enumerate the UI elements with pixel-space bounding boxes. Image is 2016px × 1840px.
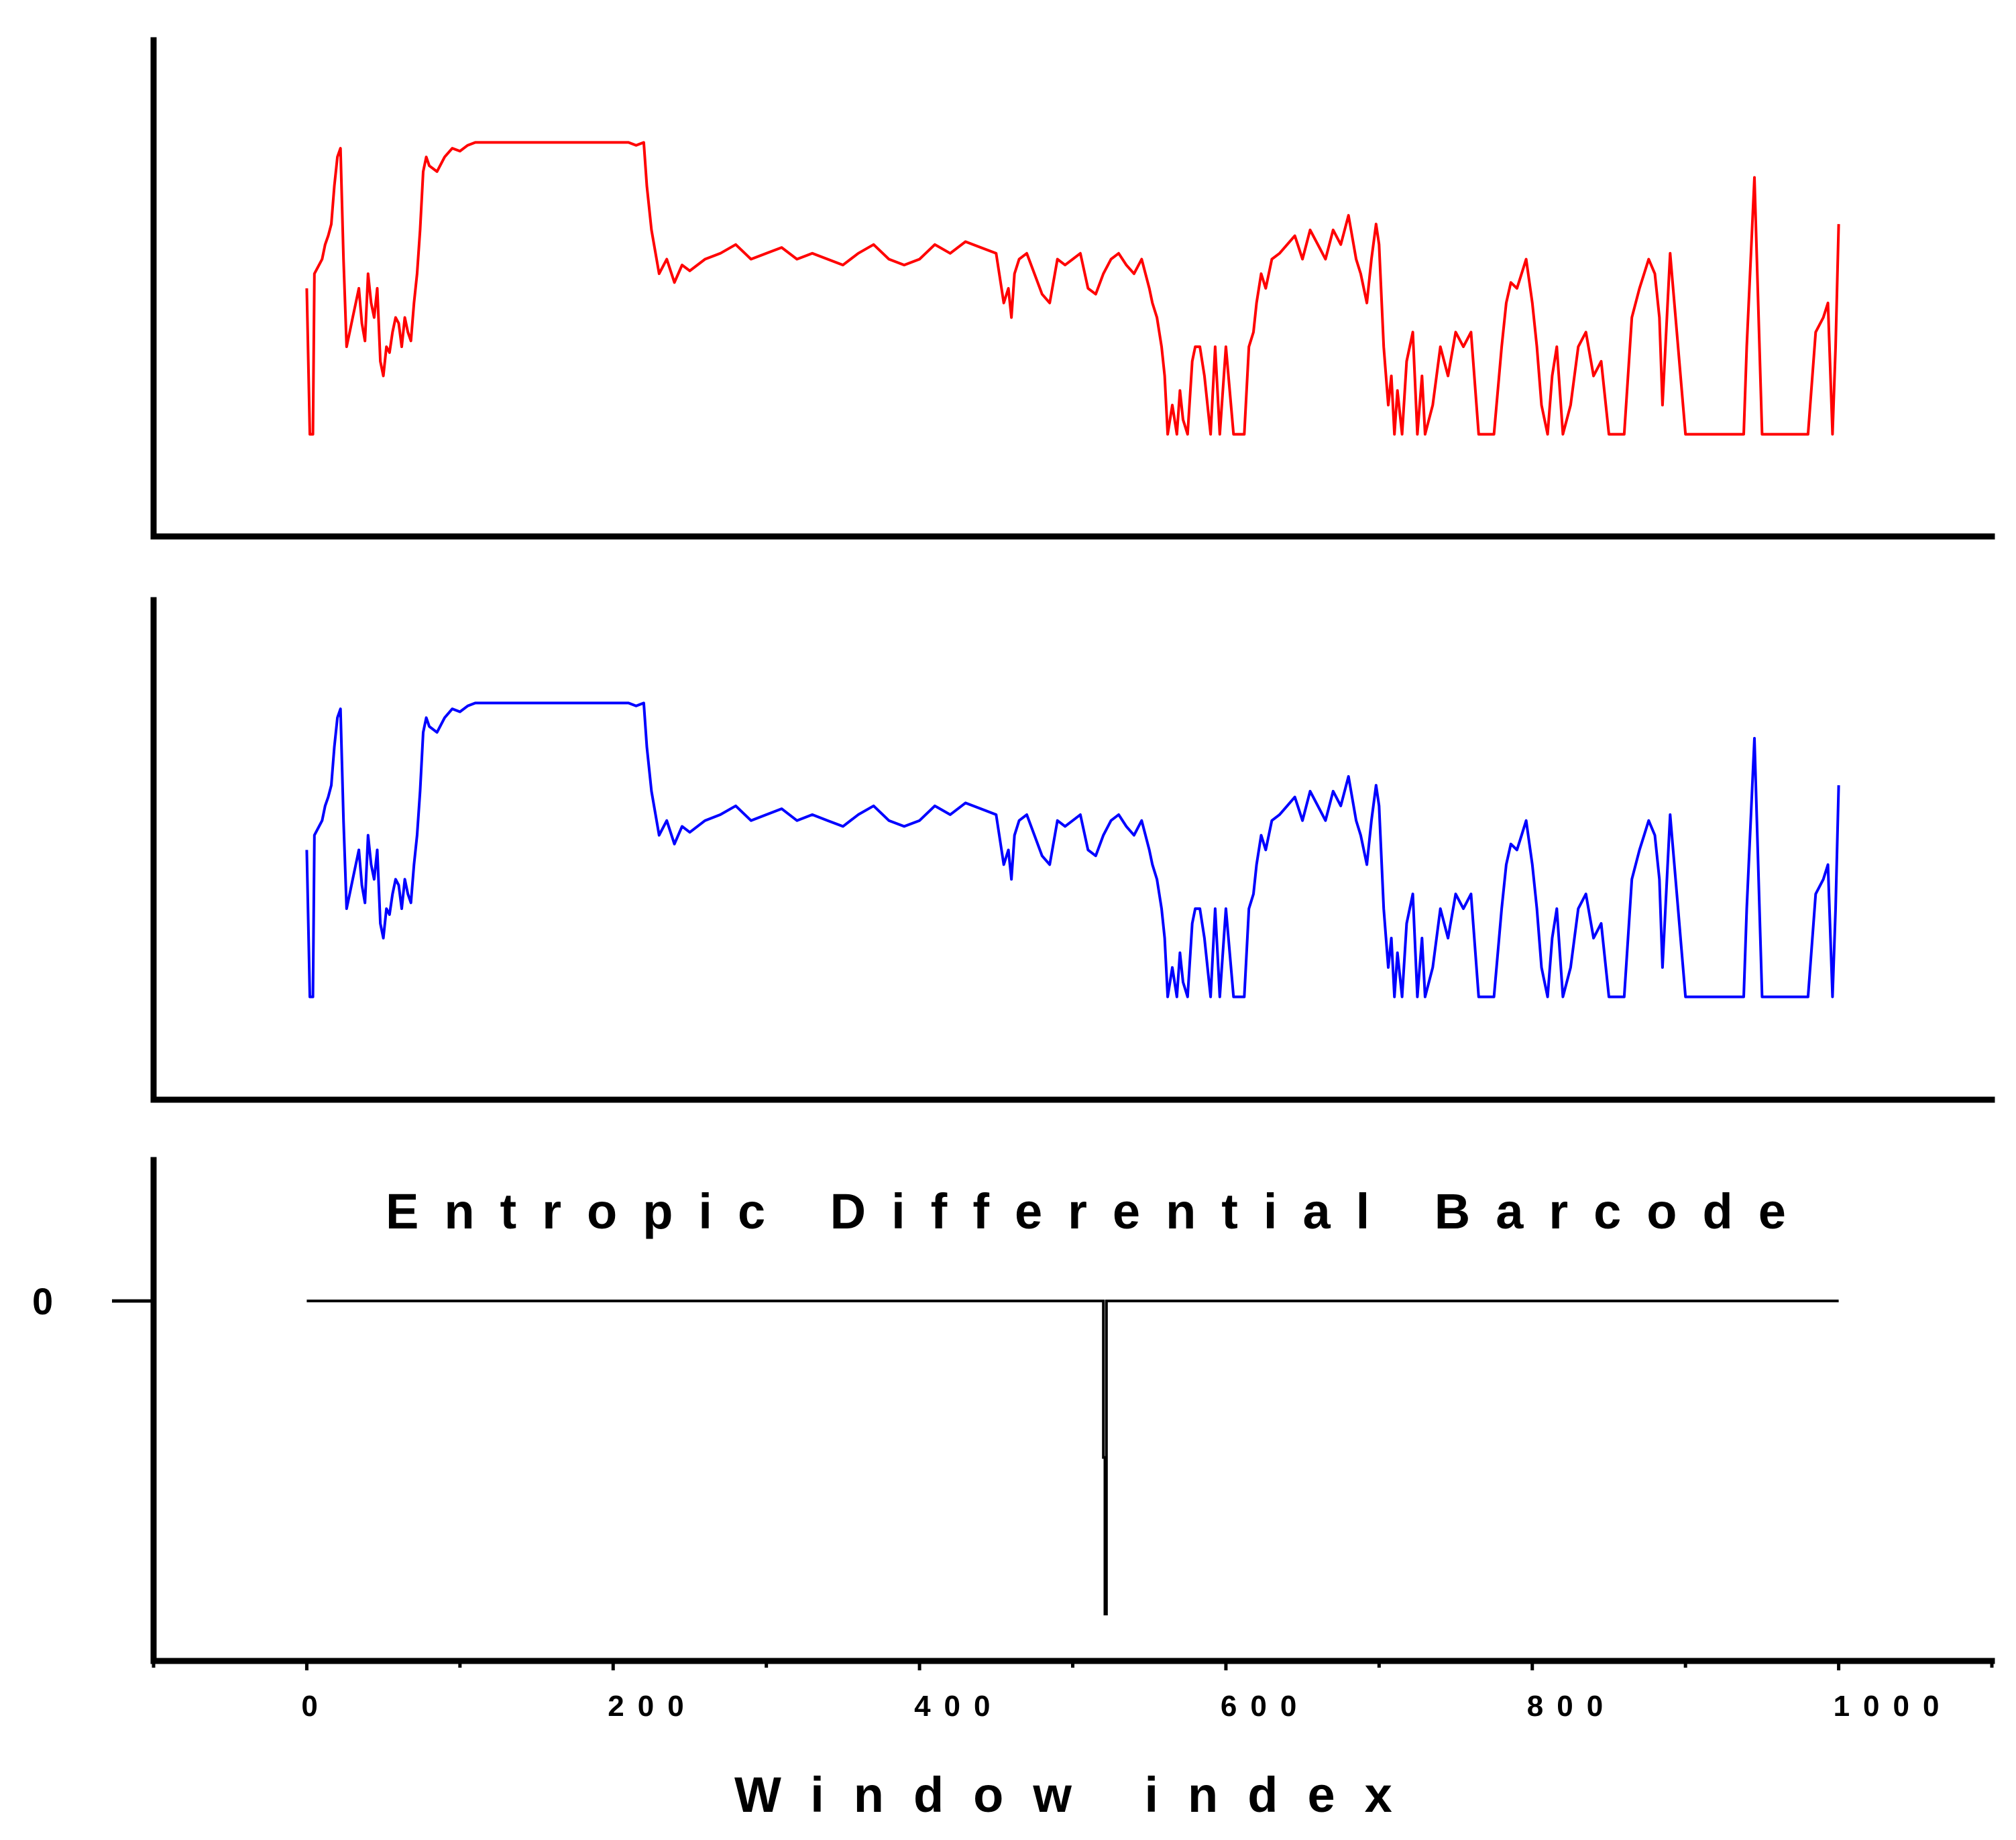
x-tick-label: 800 <box>1527 1690 1616 1723</box>
bottom-panel-title: Entropic Differential Barcode <box>386 1184 1811 1239</box>
bottom-panel-x-ticks: 0 200 400 600 800 1000 <box>152 1661 1994 1723</box>
x-tick-label: 200 <box>608 1690 697 1723</box>
top-panel <box>150 37 1995 540</box>
bottom-panel-barcode-line <box>306 1300 1839 1615</box>
y-tick-label: 0 <box>32 1280 53 1322</box>
x-tick-label: 400 <box>914 1690 1003 1723</box>
middle-panel-series-line <box>305 701 1840 998</box>
bottom-panel-y-ticks: 0 <box>32 1280 154 1322</box>
bottom-panel: Entropic Differential Barcode 0 0 200 400 6… <box>32 1157 1995 1823</box>
x-tick-label: 600 <box>1221 1690 1310 1723</box>
top-panel-series-line <box>305 141 1840 436</box>
middle-panel <box>150 597 1995 1103</box>
x-tick-label: 1000 <box>1834 1690 1953 1723</box>
x-tick-label: 0 <box>301 1690 331 1723</box>
x-axis-label: Window index <box>734 1767 1422 1823</box>
